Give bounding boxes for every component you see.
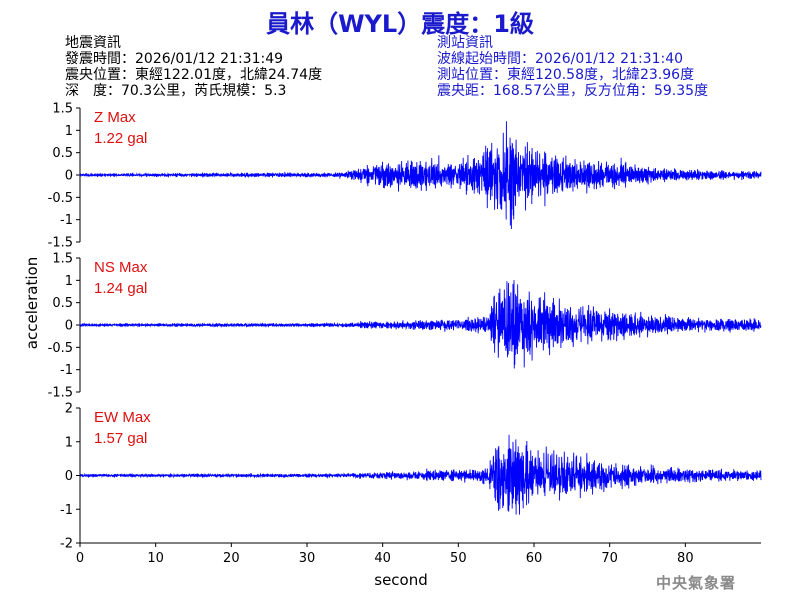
x-tick-label: 70 <box>601 551 618 566</box>
y-tick: -0.5 <box>48 191 80 206</box>
y-tick: 0.5 <box>52 146 80 161</box>
y-tick-label: 2 <box>65 402 73 417</box>
y-tick-label: 1 <box>65 435 73 450</box>
x-tick-label: 20 <box>223 551 240 566</box>
max-value: 1.22 gal <box>94 130 147 147</box>
waveform-line <box>79 280 762 369</box>
max-label: Z Max <box>94 109 136 126</box>
chart-title: 員林（WYL）震度：1級 <box>266 10 534 38</box>
quake-depth-magnitude: 深 度：70.3公里，芮氏規模：5.3 <box>65 83 287 99</box>
x-tick: 0 <box>76 543 84 566</box>
y-tick-label: 1 <box>65 274 73 289</box>
y-tick-label: 0 <box>65 319 73 334</box>
y-tick: 0.5 <box>52 296 80 311</box>
y-tick: 1 <box>65 435 80 450</box>
station-location: 測站位置：東經120.58度，北緯23.96度 <box>437 67 695 83</box>
y-tick: 1.5 <box>52 102 80 117</box>
y-tick: -1 <box>60 363 80 378</box>
x-tick-label: 50 <box>450 551 467 566</box>
y-tick-label: -1 <box>60 503 73 518</box>
x-tick-label: 60 <box>526 551 543 566</box>
waveform-line <box>79 121 762 229</box>
y-tick-label: 1.5 <box>52 102 73 117</box>
max-label: EW Max <box>94 409 151 426</box>
quake-time: 發震時間：2026/01/12 21:31:49 <box>65 51 284 67</box>
y-tick-label: 1.5 <box>52 252 73 267</box>
x-axis-label: second <box>374 571 428 589</box>
y-tick: 0 <box>65 319 80 334</box>
y-tick: 1 <box>65 124 80 139</box>
station-info: 測站資訊 波線起始時間：2026/01/12 21:31:40 測站位置：東經1… <box>437 36 708 100</box>
y-tick: -1.5 <box>48 236 80 251</box>
y-tick-label: -1 <box>60 213 73 228</box>
y-tick-label: 0.5 <box>52 146 73 161</box>
x-tick: 30 <box>299 543 316 566</box>
x-tick: 60 <box>526 543 543 566</box>
max-value: 1.24 gal <box>94 280 147 297</box>
x-tick-label: 40 <box>374 551 391 566</box>
x-tick-label: 0 <box>76 551 84 566</box>
wave-start-time: 波線起始時間：2026/01/12 21:31:40 <box>437 51 684 67</box>
panel-ew: 2 1 0 -1 -2 EW Max 1.57 gal <box>60 402 762 552</box>
y-tick: 1.5 <box>52 252 80 267</box>
x-axis: 0 10 20 30 40 50 60 70 80 <box>76 542 761 566</box>
y-tick-label: 1 <box>65 124 73 139</box>
y-tick-label: -1 <box>60 363 73 378</box>
x-tick: 70 <box>601 543 618 566</box>
agency-watermark: 中央氣象署 <box>656 574 737 592</box>
waveform-line <box>79 434 762 515</box>
y-tick-label: -2 <box>60 537 73 552</box>
quake-info: 地震資訊 發震時間：2026/01/12 21:31:49 震央位置：東經122… <box>65 36 322 100</box>
y-tick: -1.5 <box>48 386 80 401</box>
y-tick: -2 <box>60 537 80 552</box>
y-tick: 1 <box>65 274 80 289</box>
y-tick-label: -1.5 <box>48 386 73 401</box>
x-tick-label: 30 <box>299 551 316 566</box>
station-info-heading: 測站資訊 <box>437 35 493 51</box>
y-tick-label: -0.5 <box>48 341 73 356</box>
y-tick-label: 0 <box>65 169 73 184</box>
epicentral-distance: 震央距：168.57公里，反方位角：59.35度 <box>437 83 709 99</box>
y-tick: 0 <box>65 169 80 184</box>
max-value: 1.57 gal <box>94 430 147 447</box>
y-tick: -1 <box>60 503 80 518</box>
y-tick-label: 0 <box>65 469 73 484</box>
quake-epicenter: 震央位置：東經122.01度，北緯24.74度 <box>65 67 323 83</box>
y-tick-label: -0.5 <box>48 191 73 206</box>
y-tick-label: 0.5 <box>52 296 73 311</box>
x-tick: 20 <box>223 543 240 566</box>
y-tick-label: -1.5 <box>48 236 73 251</box>
x-tick: 50 <box>450 543 467 566</box>
x-tick: 10 <box>147 543 164 566</box>
x-tick-label: 80 <box>677 551 694 566</box>
x-tick: 80 <box>677 543 694 566</box>
y-tick: 2 <box>65 402 80 417</box>
quake-info-heading: 地震資訊 <box>65 35 121 51</box>
x-tick: 40 <box>374 543 391 566</box>
max-label: NS Max <box>94 259 148 276</box>
y-tick: 0 <box>65 469 80 484</box>
y-axis-label: acceleration <box>23 256 41 350</box>
y-tick: -1 <box>60 213 80 228</box>
panel-z: 1.5 1 0.5 0 -0.5 -1 -1.5 Z Max 1.22 gal <box>48 102 762 251</box>
x-tick-label: 10 <box>147 551 164 566</box>
y-tick: -0.5 <box>48 341 80 356</box>
panel-ns: 1.5 1 0.5 0 -0.5 -1 -1.5 NS Max 1.24 gal <box>48 252 762 401</box>
